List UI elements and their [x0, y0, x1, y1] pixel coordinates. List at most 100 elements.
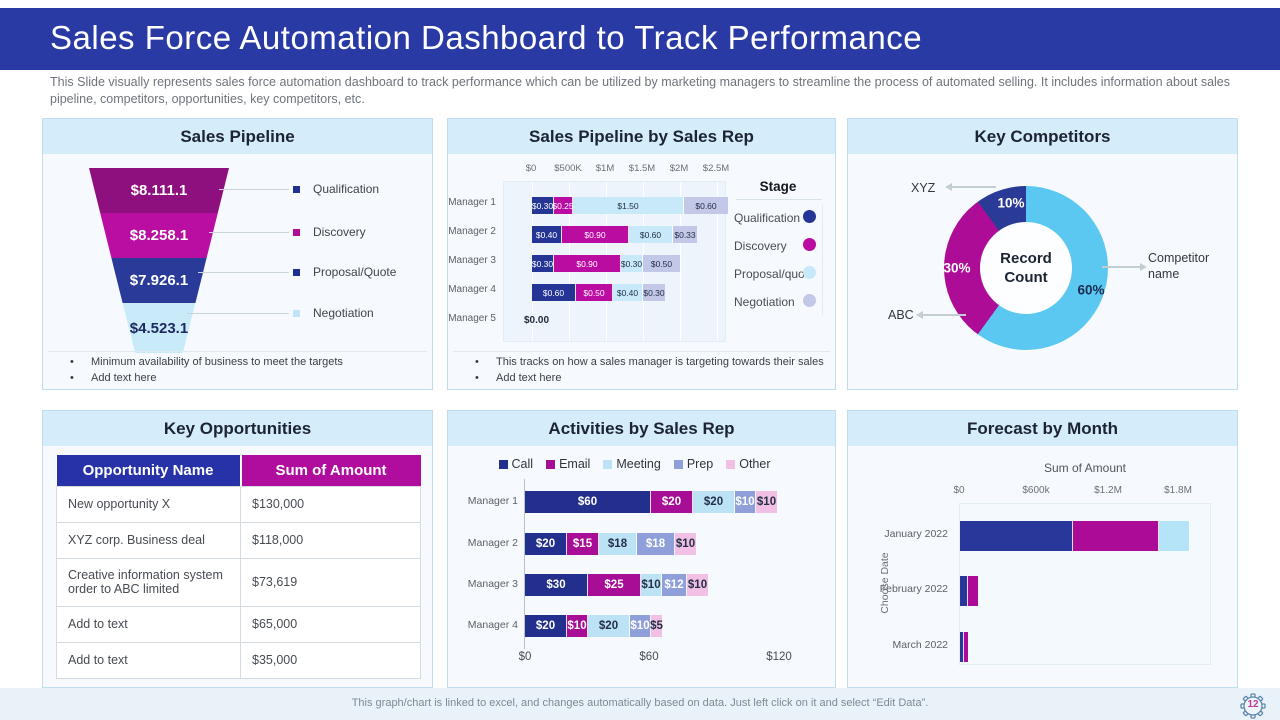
- legend-marker: [293, 228, 300, 236]
- funnel-chart[interactable]: $8.111.1 $8.258.1 $7.926.1 $4.523.1: [89, 168, 229, 353]
- legend-item: Meeting: [603, 457, 661, 471]
- gridline: [680, 182, 681, 341]
- bar-row[interactable]: [960, 521, 1189, 551]
- forecast-chart[interactable]: [959, 503, 1211, 665]
- arrow-line: [1102, 266, 1140, 268]
- slice-percent-label: 30%: [943, 260, 971, 276]
- bullet-dot: •: [475, 356, 479, 368]
- bar-segment: $20: [693, 491, 735, 513]
- table-cell: Creative information system order to ABC…: [56, 557, 241, 607]
- legend-rule: [822, 205, 823, 315]
- bar-segment: $30: [525, 574, 588, 596]
- table-row[interactable]: XYZ corp. Business deal $118,000: [56, 521, 421, 559]
- legend-item: Proposal/quote: [734, 265, 822, 281]
- bar-row[interactable]: $30 $25 $10 $12 $10: [525, 574, 708, 596]
- table-cell: $73,619: [240, 557, 421, 607]
- panel-pipeline-by-sales-rep: Sales Pipeline by Sales Rep $0 $500K $1M $1…: [447, 118, 836, 390]
- category-label: Manager 3: [448, 255, 496, 266]
- donut-center-label: Record Count: [980, 222, 1072, 314]
- funnel-legend-item: Qualification: [293, 182, 379, 196]
- table-cell: Add to text: [56, 605, 241, 643]
- axis-tick-label: $1.8M: [1164, 485, 1192, 496]
- legend-label: Discovery: [313, 225, 366, 239]
- note-line: • Add text here: [70, 372, 424, 385]
- axis-tick-label: $0: [953, 485, 965, 496]
- table-row[interactable]: Add to text $35,000: [56, 641, 421, 679]
- funnel-stage: $8.258.1: [100, 213, 218, 258]
- slide-title-banner: Sales Force Automation Dashboard to Trac…: [0, 8, 1280, 70]
- bar-segment: $10: [567, 615, 588, 637]
- bar-segment: $0.40: [613, 284, 643, 301]
- footer-strip: This graph/chart is linked to excel, and…: [0, 688, 1280, 720]
- column-header-opportunity-name: Opportunity Name: [56, 455, 241, 486]
- panel-activities-by-sales-rep: Activities by Sales Rep Call Email Meeting…: [447, 410, 836, 688]
- axis-tick-label: $500K: [554, 163, 582, 174]
- pipeline-by-rep-chart[interactable]: $0.30 $0.25 $1.50 $0.60 $0.40 $0.90 $0.60 $0.33…: [503, 181, 728, 342]
- bar-row[interactable]: $0.30 $0.90 $0.30 $0.50: [532, 255, 680, 272]
- activities-chart[interactable]: $60 $20 $20 $10 $10 $20 $15 $18 $18 $10 $30 $25 $10 $…: [525, 411, 805, 671]
- bar-segment: $18: [599, 533, 637, 555]
- bar-segment: $0.30: [621, 255, 643, 272]
- bar-segment: [964, 632, 968, 662]
- bar-row[interactable]: $20 $15 $18 $18 $10: [525, 533, 696, 555]
- axis-tick-label: $1.5M: [628, 163, 656, 174]
- x-axis-ticks: $0 $600k $1.2M $1.8M: [953, 485, 1211, 499]
- table-cell: Add to text: [56, 641, 241, 679]
- table-row[interactable]: Creative information system order to ABC…: [56, 557, 421, 607]
- bar-segment: $10: [630, 615, 651, 637]
- axis-tick-label: $120: [766, 651, 792, 663]
- page-number-badge: 12: [1240, 693, 1266, 719]
- table-header-row: Opportunity Name Sum of Amount: [56, 455, 421, 486]
- table-cell: New opportunity X: [56, 485, 241, 523]
- column-header-sum-of-amount: Sum of Amount: [239, 455, 421, 486]
- bar-segment: $0.60: [629, 226, 673, 243]
- bar-segment: $0.60: [684, 197, 728, 214]
- panel-forecast-by-month: Forecast by Month Sum of Amount $0 $600k $…: [847, 410, 1238, 688]
- stage-legend: Stage Qualification Discovery Proposal/quo…: [448, 119, 835, 389]
- x-axis-ticks: $0 $60 $120: [519, 651, 805, 667]
- axis-title: Sum of Amount: [1043, 461, 1127, 475]
- bullet-dot: •: [70, 372, 74, 384]
- legend-marker: [293, 309, 300, 317]
- leader-line: [219, 189, 289, 190]
- bar-row[interactable]: $0.30 $0.25 $1.50 $0.60: [532, 197, 728, 214]
- bar-row[interactable]: $20 $10 $20 $10 $5: [525, 615, 663, 637]
- bar-row[interactable]: $60 $20 $20 $10 $10: [525, 491, 777, 513]
- bar-segment: $0.90: [554, 255, 621, 272]
- axis-tick-label: $1M: [595, 163, 615, 174]
- funnel-stage: $7.926.1: [111, 258, 207, 303]
- category-label: Manager 5: [448, 313, 496, 324]
- page-title: Sales Force Automation Dashboard to Trac…: [50, 19, 923, 56]
- opportunities-table[interactable]: Opportunity Name Sum of Amount New oppor…: [56, 455, 421, 679]
- legend-label: Proposal/quote: [734, 267, 815, 281]
- legend-label: Negotiation: [734, 295, 795, 309]
- axis-tick-label: $0: [525, 163, 537, 174]
- bar-segment: $18: [637, 533, 675, 555]
- axis-tick-label: $1.2M: [1094, 485, 1122, 496]
- legend-item: Email: [546, 457, 590, 471]
- competitors-donut-chart[interactable]: Record Count: [944, 186, 1108, 350]
- table-row[interactable]: New opportunity X $130,000: [56, 485, 421, 523]
- table-cell: $65,000: [240, 605, 421, 643]
- bar-row[interactable]: $0.40 $0.90 $0.60 $0.33: [532, 226, 697, 243]
- note-text: Minimum availability of business to meet…: [91, 356, 343, 368]
- bar-row[interactable]: [960, 576, 978, 606]
- activities-legend: Call Email Meeting Prep Other: [448, 457, 821, 471]
- table-row[interactable]: Add to text $65,000: [56, 605, 421, 643]
- bar-row[interactable]: [960, 632, 968, 662]
- bar-row[interactable]: $0.60 $0.50 $0.40 $0.30: [532, 284, 665, 301]
- legend-marker: [726, 459, 736, 469]
- bar-segment: $0.30: [532, 197, 554, 214]
- bar-segment: $20: [525, 533, 567, 555]
- legend-label: Discovery: [734, 239, 787, 253]
- legend-rule: [736, 199, 822, 200]
- panel-title: Forecast by Month: [848, 411, 1237, 446]
- category-label: March 2022: [892, 639, 948, 651]
- slice-percent-label: 60%: [1077, 282, 1105, 298]
- bar-segment: $0.90: [562, 226, 629, 243]
- note-text: Add text here: [496, 372, 562, 384]
- y-axis-line: [524, 479, 525, 649]
- legend-marker: [803, 294, 816, 307]
- zero-value-label: $0.00: [524, 315, 550, 326]
- slice-callout-abc: ABC: [888, 308, 914, 322]
